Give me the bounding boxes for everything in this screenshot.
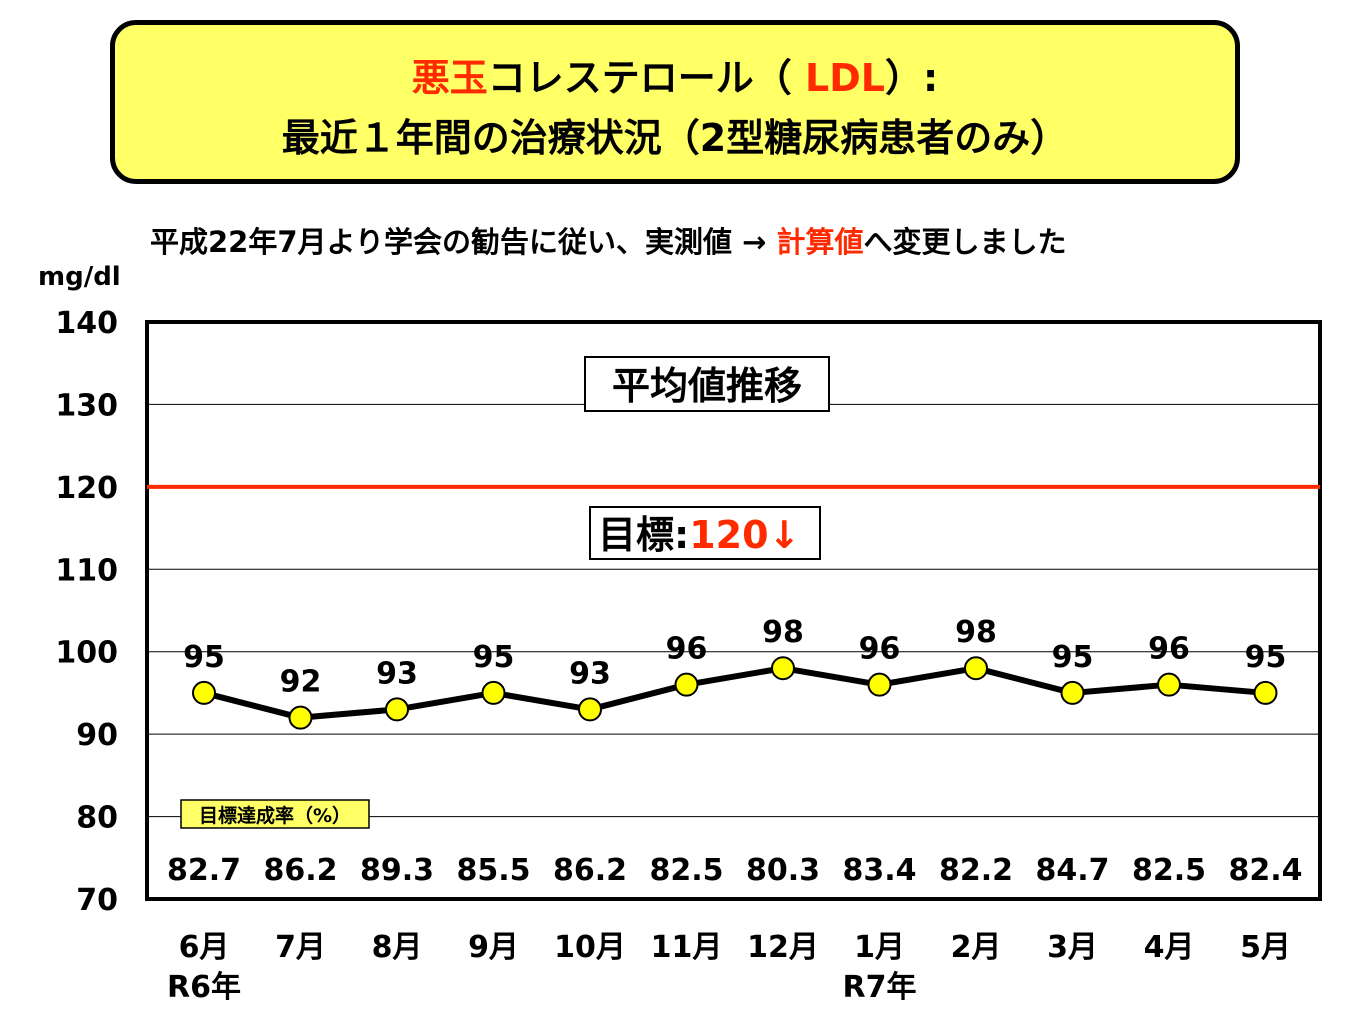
target-label-value: 120↓: [689, 513, 800, 557]
x-tick-label: 10月: [554, 930, 626, 965]
x-tick-label: 8月: [372, 930, 423, 965]
achievement-value: 84.7: [1035, 853, 1109, 888]
x-tick-label: 12月: [747, 930, 819, 965]
data-label: 95: [473, 640, 515, 675]
data-label: 98: [762, 615, 804, 650]
data-label: 95: [1052, 640, 1094, 675]
data-label: 95: [183, 640, 225, 675]
y-tick-label: 110: [55, 553, 118, 588]
data-label: 95: [1245, 640, 1287, 675]
year-label: R6年: [167, 970, 241, 1005]
y-tick-label: 130: [55, 388, 118, 423]
data-point: [1157, 672, 1181, 697]
data-point: [1253, 680, 1278, 705]
y-tick-label: 90: [76, 718, 118, 753]
data-point: [964, 656, 988, 681]
data-point: [674, 672, 699, 697]
title-line2: 最近１年間の治療状況（2型糖尿病患者のみ）: [281, 116, 1069, 160]
x-tick-label: 7月: [275, 930, 326, 965]
data-label: 96: [1148, 632, 1190, 667]
data-label: 98: [955, 615, 997, 650]
year-label: R7年: [843, 970, 917, 1005]
x-tick-label: 2月: [951, 930, 1002, 965]
achievement-value: 82.2: [939, 853, 1013, 888]
data-point: [867, 672, 892, 697]
data-point: [771, 656, 795, 681]
data-point: [481, 680, 506, 705]
note-text-b: へ変更しました: [863, 225, 1067, 259]
x-tick-label: 6月: [179, 930, 230, 965]
data-point: [288, 705, 313, 730]
data-label: 96: [666, 632, 708, 667]
method-note: 平成22年7月より学会の勧告に従い、実測値 → 計算値へ変更しました: [150, 222, 1066, 262]
title-text-a: コレステロール（: [487, 56, 806, 100]
data-point: [192, 680, 216, 705]
data-label: 93: [569, 656, 611, 691]
data-point: [1060, 680, 1085, 705]
achievement-value: 89.3: [360, 853, 434, 888]
target-label-prefix: 目標:: [598, 513, 689, 557]
x-tick-label: 5月: [1240, 930, 1291, 965]
note-red-word: 計算値: [776, 225, 864, 259]
data-label: 96: [859, 632, 901, 667]
title-red-ldl: LDL: [805, 56, 886, 100]
y-tick-label: 70: [76, 883, 118, 918]
y-tick-label: 140: [55, 306, 118, 341]
chart-box-label: 平均値推移: [612, 364, 802, 408]
x-tick-label: 9月: [468, 930, 519, 965]
data-label: 93: [376, 656, 418, 691]
x-tick-label: 1月: [854, 930, 905, 965]
title-red-word: 悪玉: [411, 56, 488, 100]
data-point: [385, 697, 409, 722]
note-text-a: 平成22年7月より学会の勧告に従い、実測値 →: [150, 225, 777, 259]
title-box: 悪玉コレステロール（ LDL）: 最近１年間の治療状況（2型糖尿病患者のみ）: [110, 20, 1240, 184]
achievement-value: 82.4: [1228, 853, 1302, 888]
y-unit-label: mg/dl: [38, 262, 121, 292]
data-point: [578, 697, 602, 722]
x-tick-label: 11月: [651, 930, 723, 965]
achievement-label: 目標達成率（%）: [199, 804, 351, 827]
achievement-value: 80.3: [746, 853, 820, 888]
title-text-b: ）:: [885, 56, 939, 100]
x-tick-label: 4月: [1144, 930, 1195, 965]
target-label: 目標:120↓: [598, 513, 800, 557]
achievement-value: 85.5: [456, 853, 530, 888]
achievement-value: 86.2: [553, 853, 627, 888]
target-label-frame: [589, 506, 821, 560]
achievement-value: 86.2: [263, 853, 337, 888]
series-line: [203, 665, 1266, 721]
achievement-label-frame: [180, 799, 370, 829]
achievement-value: 83.4: [842, 853, 916, 888]
title-line1: 悪玉コレステロール（ LDL）:: [115, 55, 1235, 101]
data-label: 92: [280, 665, 322, 700]
y-tick-label: 100: [55, 636, 118, 671]
plot-frame: [145, 320, 1322, 901]
box-label-frame: [584, 356, 830, 412]
achievement-value: 82.5: [1132, 853, 1206, 888]
y-tick-label: 120: [55, 471, 118, 506]
y-tick-label: 80: [76, 801, 118, 836]
achievement-value: 82.7: [167, 853, 241, 888]
achievement-value: 82.5: [649, 853, 723, 888]
x-tick-label: 3月: [1047, 930, 1098, 965]
